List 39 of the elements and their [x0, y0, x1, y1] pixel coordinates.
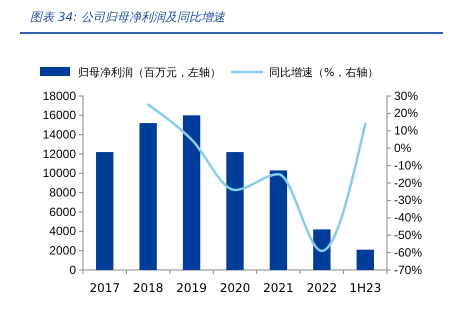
- y2-tick-label: -50%: [394, 228, 422, 242]
- y-tick-label: 18000: [42, 88, 76, 103]
- y2-tick-label: 0%: [394, 141, 412, 156]
- bar: [96, 152, 114, 270]
- y2-tick-label: -20%: [394, 176, 422, 190]
- bar: [139, 123, 157, 270]
- bar: [356, 250, 374, 270]
- bar: [182, 115, 200, 270]
- y2-tick-label: -60%: [394, 245, 422, 260]
- bar: [226, 152, 244, 270]
- x-tick-label: 2020: [220, 281, 250, 295]
- bar: [313, 229, 331, 270]
- y-tick-label: 14000: [42, 128, 76, 142]
- legend-label: 归母净利润（百万元，左轴）: [78, 66, 221, 79]
- legend-label: 同比增速（%，右轴）: [269, 66, 378, 79]
- x-tick-label: 2019: [176, 281, 207, 295]
- chart-title: 图表 34: 公司归母净利润及同比增速: [30, 10, 226, 24]
- x-tick-label: 2021: [263, 281, 294, 295]
- line-series: [146, 103, 367, 252]
- y2-tick-label: 30%: [394, 88, 418, 103]
- y2-tick-label: -40%: [394, 210, 422, 225]
- y-tick-label: 0: [69, 262, 76, 277]
- y-tick-label: 16000: [42, 108, 76, 122]
- y2-tick-label: -10%: [394, 158, 422, 172]
- y-tick-label: 8000: [49, 186, 76, 200]
- y-tick-label: 12000: [42, 146, 76, 161]
- y-tick-label: 4000: [49, 224, 76, 238]
- x-tick-label: 1H23: [349, 281, 382, 295]
- y-tick-label: 10000: [42, 166, 76, 180]
- y2-tick-label: -30%: [394, 193, 422, 208]
- x-tick-label: 2017: [89, 281, 120, 295]
- y2-tick-label: -70%: [394, 262, 422, 277]
- y-tick-label: 6000: [49, 204, 76, 219]
- bar: [270, 170, 288, 270]
- y-tick-label: 2000: [49, 244, 76, 258]
- x-tick-label: 2018: [132, 281, 164, 295]
- y2-tick-label: 20%: [394, 106, 418, 120]
- x-tick-label: 2022: [306, 281, 338, 295]
- y2-tick-label: 10%: [394, 124, 418, 138]
